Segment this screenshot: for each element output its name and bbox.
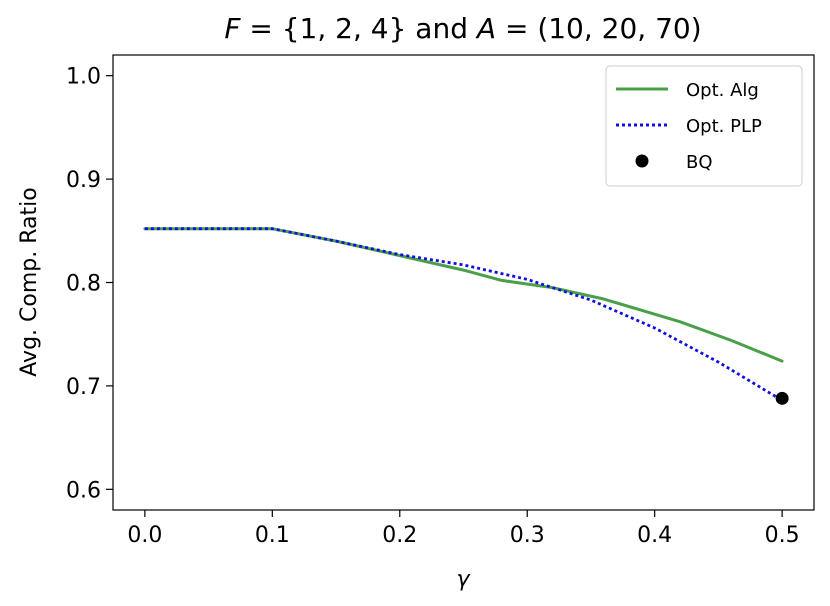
- chart-title: F = {1, 2, 4} and A = (10, 20, 70): [224, 12, 701, 45]
- series-point-bq: [775, 391, 789, 405]
- x-tick-label: 0.3: [510, 523, 545, 548]
- title-eq-1: =: [240, 12, 281, 45]
- y-tick-label: 1.0: [66, 65, 101, 90]
- y-tick-label: 0.7: [66, 375, 101, 400]
- x-tick-label: 0.4: [637, 523, 672, 548]
- title-a-var: A: [475, 12, 496, 45]
- series-layer: [143, 227, 789, 405]
- y-axis-label: Avg. Comp. Ratio: [17, 187, 42, 376]
- title-f-set: {1, 2, 4}: [282, 12, 407, 45]
- legend-label-opt-alg: Opt. Alg: [686, 80, 759, 101]
- x-tick-label: 0.5: [765, 523, 800, 548]
- y-axis-ticks: 0.6 0.7 0.8 0.9 1.0: [66, 65, 113, 503]
- title-and: and: [406, 12, 476, 45]
- title-eq-2: =: [496, 12, 537, 45]
- series-line-opt-alg: [143, 227, 784, 363]
- x-tick-label: 0.2: [382, 523, 417, 548]
- legend-label-opt-plp: Opt. PLP: [686, 116, 762, 137]
- title-a-tuple: (10, 20, 70): [537, 12, 701, 45]
- legend-swatch-bq: [635, 154, 649, 168]
- title-f-var: F: [224, 12, 241, 45]
- legend-box: [605, 65, 803, 187]
- y-tick-label: 0.8: [66, 272, 101, 297]
- x-axis-label: γ: [456, 567, 470, 592]
- x-tick-label: 0.1: [255, 523, 290, 548]
- legend-label-bq: BQ: [686, 152, 713, 173]
- x-tick-label: 0.0: [127, 523, 162, 548]
- series-line-opt-plp: [144, 227, 783, 402]
- x-axis-ticks: 0.0 0.1 0.2 0.3 0.4 0.5: [127, 510, 800, 548]
- legend: Opt. Alg Opt. PLP BQ: [605, 65, 803, 187]
- y-tick-label: 0.6: [66, 478, 101, 503]
- y-tick-label: 0.9: [66, 168, 101, 193]
